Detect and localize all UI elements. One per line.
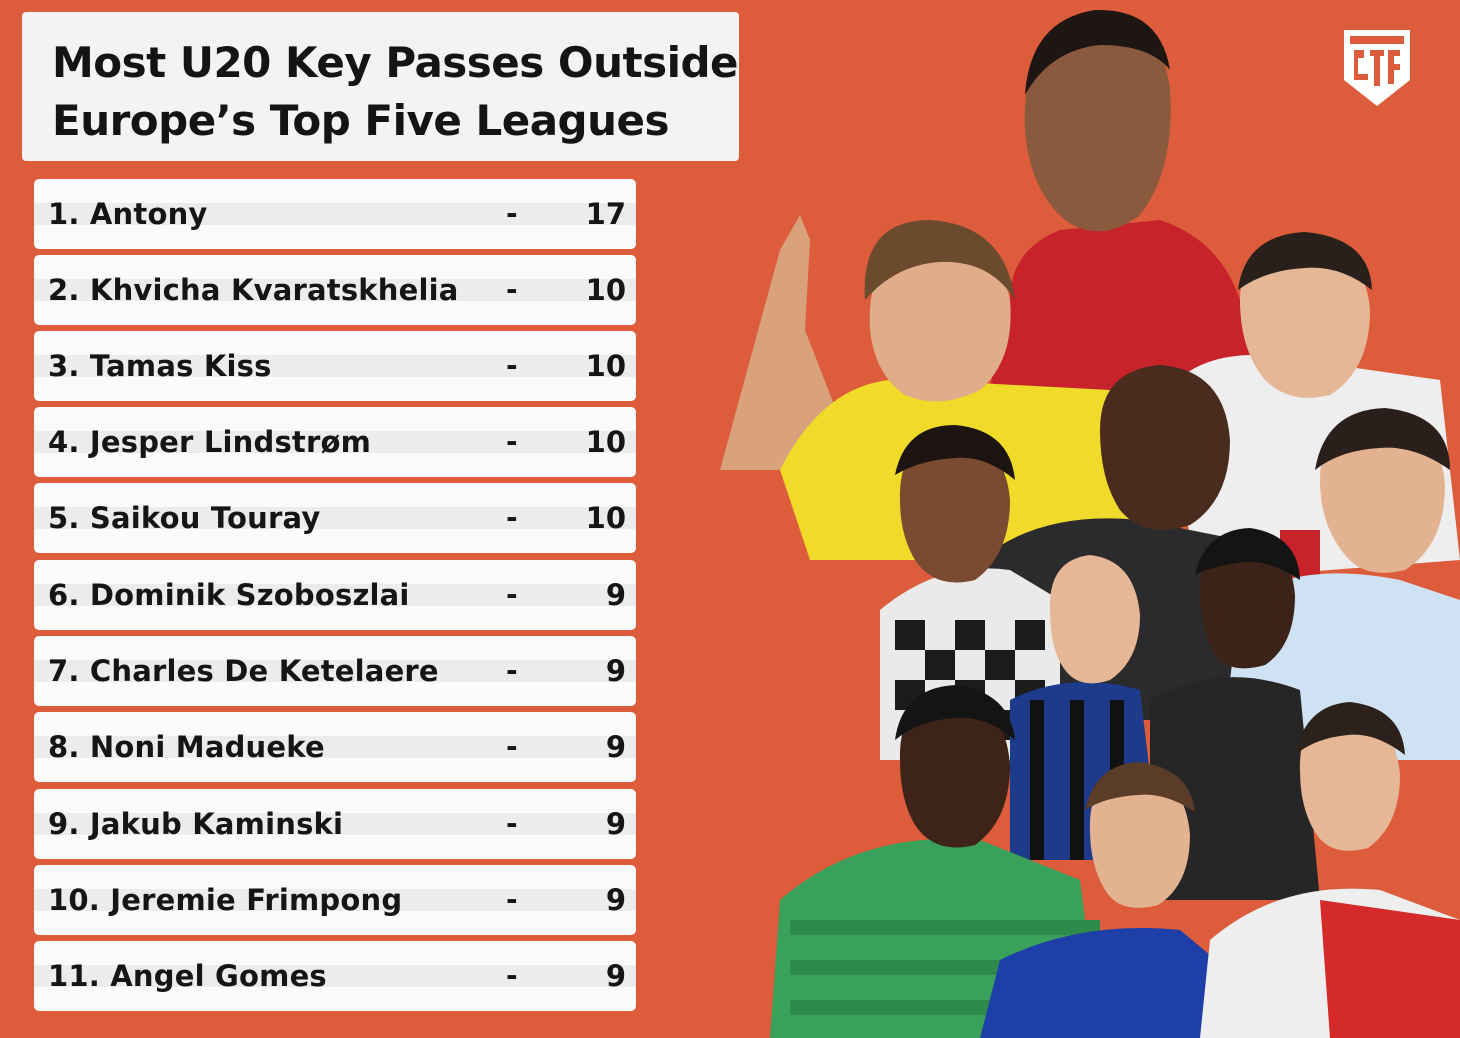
row-band — [34, 889, 636, 911]
key-passes-value: 10 — [585, 501, 626, 535]
separator-dash: - — [506, 807, 518, 840]
player-collage-image — [720, 9, 1460, 1038]
player-name: 11. Angel Gomes — [48, 959, 327, 993]
ranking-row-4: 4. Jesper Lindstrøm - 10 — [34, 407, 636, 477]
title-line-1: Most U20 Key Passes Outside — [52, 38, 739, 87]
player-name: 1. Antony — [48, 197, 208, 231]
row-band — [34, 736, 636, 758]
ranking-row-7: 7. Charles De Ketelaere - 9 — [34, 636, 636, 706]
player-name: 7. Charles De Ketelaere — [48, 654, 439, 688]
ranking-row-1: 1. Antony - 17 — [34, 179, 636, 249]
separator-dash: - — [506, 883, 518, 916]
player-figure — [1150, 528, 1320, 900]
separator-dash: - — [506, 501, 518, 534]
row-band — [34, 965, 636, 987]
ranking-row-10: 10. Jeremie Frimpong - 9 — [34, 865, 636, 935]
player-name: 2. Khvicha Kvaratskhelia — [48, 273, 459, 307]
title-card: Most U20 Key Passes Outside Europe’s Top… — [22, 12, 739, 161]
key-passes-value: 17 — [585, 197, 626, 231]
row-band — [34, 507, 636, 529]
ranking-row-8: 8. Noni Madueke - 9 — [34, 712, 636, 782]
row-band — [34, 813, 636, 835]
key-passes-value: 10 — [585, 273, 626, 307]
separator-dash: - — [506, 425, 518, 458]
separator-dash: - — [506, 578, 518, 611]
player-name: 8. Noni Madueke — [48, 730, 325, 764]
player-name: 6. Dominik Szoboszlai — [48, 578, 410, 612]
separator-dash: - — [506, 349, 518, 382]
row-band — [34, 431, 636, 453]
title-line-2: Europe’s Top Five Leagues — [52, 96, 670, 145]
player-name: 9. Jakub Kaminski — [48, 807, 344, 841]
key-passes-value: 9 — [605, 883, 626, 917]
ranking-row-11: 11. Angel Gomes - 9 — [34, 941, 636, 1011]
key-passes-value: 9 — [605, 730, 626, 764]
player-name: 4. Jesper Lindstrøm — [48, 425, 372, 459]
ranking-row-5: 5. Saikou Touray - 10 — [34, 483, 636, 553]
row-band — [34, 660, 636, 682]
separator-dash: - — [506, 273, 518, 306]
separator-dash: - — [506, 730, 518, 763]
ranking-row-3: 3. Tamas Kiss - 10 — [34, 331, 636, 401]
ranking-row-6: 6. Dominik Szoboszlai - 9 — [34, 560, 636, 630]
key-passes-value: 9 — [605, 654, 626, 688]
key-passes-value: 9 — [605, 807, 626, 841]
player-figure — [1200, 702, 1460, 1038]
row-band — [34, 584, 636, 606]
key-passes-value: 10 — [585, 425, 626, 459]
row-band — [34, 279, 636, 301]
separator-dash: - — [506, 959, 518, 992]
key-passes-value: 9 — [605, 959, 626, 993]
brand-shield-logo-icon — [1344, 30, 1410, 106]
key-passes-value: 10 — [585, 349, 626, 383]
separator-dash: - — [506, 197, 518, 230]
separator-dash: - — [506, 654, 518, 687]
key-passes-value: 9 — [605, 578, 626, 612]
ranking-row-2: 2. Khvicha Kvaratskhelia - 10 — [34, 255, 636, 325]
ranking-row-9: 9. Jakub Kaminski - 9 — [34, 789, 636, 859]
player-name: 5. Saikou Touray — [48, 501, 321, 535]
row-band — [34, 203, 636, 225]
row-band — [34, 355, 636, 377]
player-name: 3. Tamas Kiss — [48, 349, 272, 383]
player-name: 10. Jeremie Frimpong — [48, 883, 403, 917]
player-figure — [980, 762, 1240, 1038]
